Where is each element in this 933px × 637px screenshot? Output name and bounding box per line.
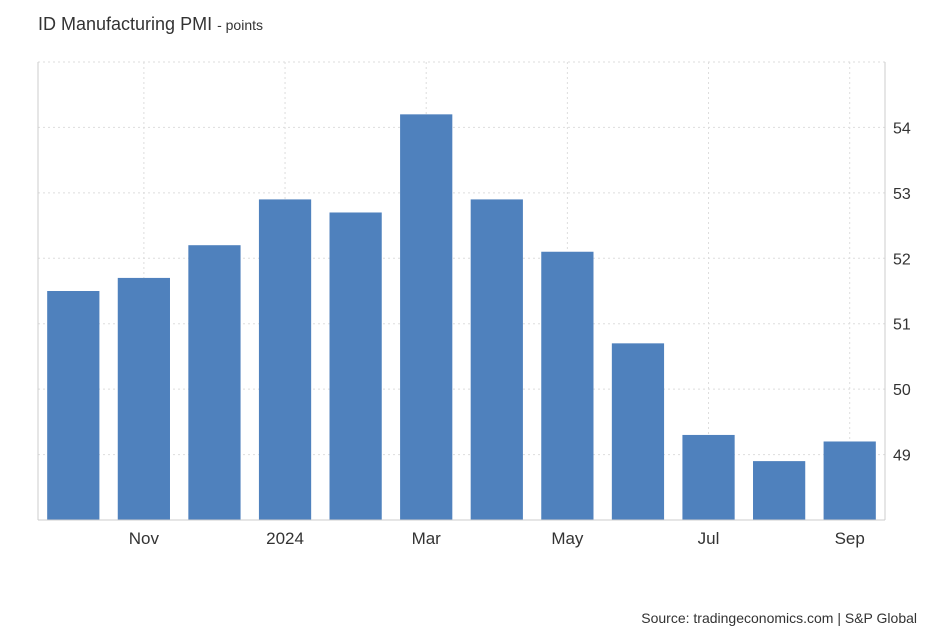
bar-apr [470,199,523,520]
chart-title-text: ID Manufacturing PMI [38,14,213,34]
bar-dec [188,245,241,520]
x-tick-label: Mar [412,529,442,548]
x-tick-label: Jul [698,529,720,548]
bar-feb [329,212,382,520]
source-credit: Source: tradingeconomics.com | S&P Globa… [641,610,917,626]
y-tick-label: 49 [893,448,911,465]
x-tick-label: May [551,529,584,548]
y-tick-label: 54 [893,120,911,137]
y-tick-label: 51 [893,317,911,334]
x-tick-label: 2024 [266,529,304,548]
y-tick-label: 52 [893,251,911,268]
x-tick-label: Nov [129,529,160,548]
bar-2024 [258,199,312,520]
bar-may [541,251,594,520]
bar-nov [117,277,170,520]
bar-mar [400,114,453,520]
bar-jul [682,434,735,520]
bar-sep [823,441,876,520]
chart-unit: - points [217,17,264,33]
chart-title: ID Manufacturing PMI - points [38,14,263,35]
bar-jun [611,343,665,520]
bar-oct [47,291,100,520]
y-tick-label: 53 [893,186,911,203]
x-tick-label: Sep [835,529,865,548]
y-tick-label: 50 [893,382,911,399]
bar-aug [753,461,806,520]
